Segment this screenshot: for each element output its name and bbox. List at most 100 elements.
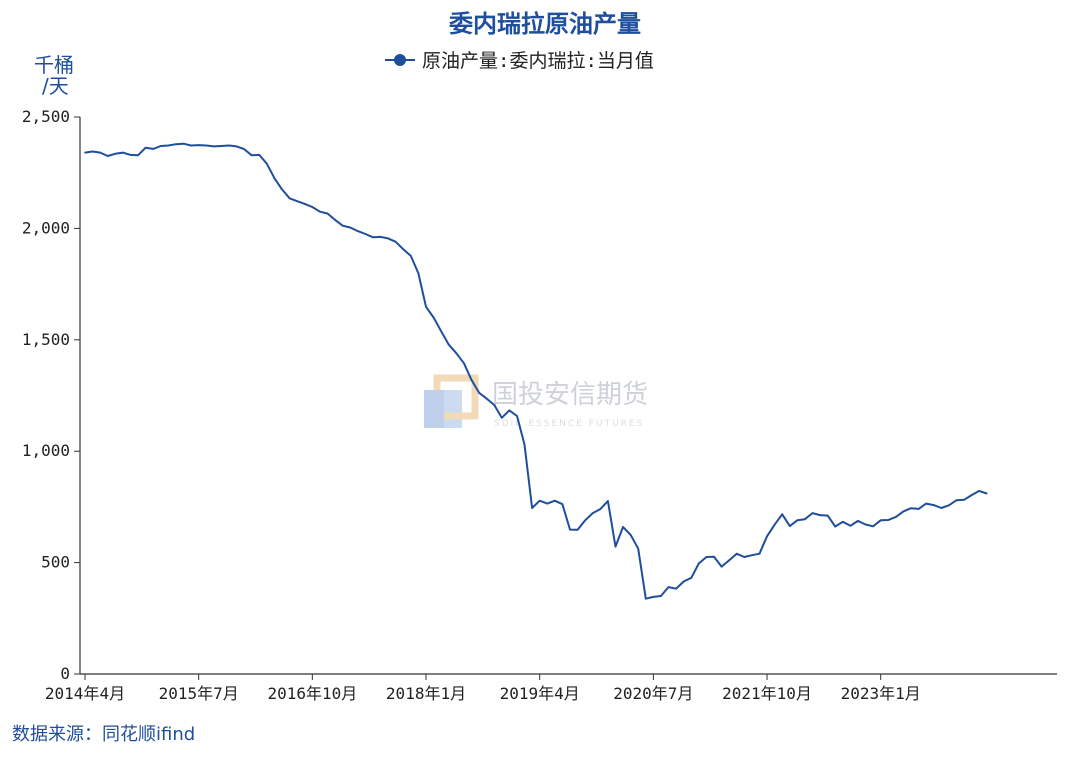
data-point: [213, 145, 215, 148]
x-tick-label: 2021年10月: [722, 684, 812, 703]
data-point: [334, 219, 336, 221]
data-point: [887, 519, 890, 521]
data-point: [622, 526, 624, 528]
series-line-crude-production: [84, 142, 988, 600]
data-point: [296, 200, 299, 202]
y-tick-label: 1,500: [22, 330, 70, 349]
data-point: [554, 499, 556, 502]
watermark: 国投安信期货 SDIC ESSENCE FUTURES: [424, 374, 648, 429]
data-point: [129, 154, 132, 156]
data-point: [796, 519, 799, 522]
data-point: [917, 508, 920, 510]
data-point: [501, 417, 503, 419]
y-tick-label: 500: [41, 553, 70, 572]
data-point: [690, 577, 693, 579]
data-point: [948, 504, 950, 507]
x-tick-label: 2019年4月: [500, 684, 580, 703]
watermark-logo-icon: [424, 374, 479, 428]
data-point: [675, 587, 677, 590]
data-point: [258, 154, 261, 156]
data-point: [933, 504, 935, 506]
data-point: [379, 236, 382, 238]
data-point: [879, 519, 882, 522]
data-point: [842, 521, 844, 523]
data-point: [152, 148, 154, 150]
data-point: [713, 556, 715, 558]
data-point: [546, 502, 549, 505]
y-tick-label: 2,500: [22, 107, 70, 126]
x-tick-label: 2020年7月: [613, 684, 693, 703]
data-point: [591, 512, 594, 514]
data-point: [463, 362, 465, 365]
data-point: [895, 516, 897, 518]
data-point: [705, 556, 708, 558]
data-point: [819, 514, 821, 516]
data-point: [826, 514, 829, 517]
watermark-subtext: SDIC ESSENCE FUTURES: [494, 419, 644, 429]
data-point: [970, 494, 973, 496]
data-point: [364, 233, 367, 235]
data-point: [538, 499, 541, 502]
data-point: [872, 525, 874, 528]
y-tick-label: 1,000: [22, 441, 70, 460]
data-point: [304, 203, 306, 205]
data-point: [811, 512, 814, 514]
data-point: [91, 150, 94, 153]
data-point: [758, 552, 761, 555]
legend-dot-marker: [394, 54, 406, 66]
data-point: [122, 151, 124, 154]
data-point: [804, 518, 806, 520]
data-point: [273, 177, 276, 180]
data-point: [243, 148, 245, 150]
data-point: [902, 510, 905, 513]
data-point: [190, 144, 192, 147]
data-point: [114, 153, 117, 155]
data-point: [448, 343, 450, 346]
data-point: [925, 502, 927, 505]
data-point: [485, 397, 488, 400]
data-point: [175, 143, 177, 145]
y-axis-ticks: 0 500 1,000 1,500 2,000 2,500: [22, 107, 80, 683]
data-point: [955, 499, 958, 502]
x-axis-ticks: 2014年4月 2015年7月 2016年10月 2018年1月 2019年4月 2020…: [45, 674, 921, 703]
chart-title: 委内瑞拉原油产量: [448, 10, 641, 38]
data-point: [432, 316, 435, 319]
data-point: [743, 556, 746, 558]
data-point: [637, 547, 639, 550]
data-point: [834, 525, 836, 528]
data-point: [576, 529, 579, 531]
data-point: [137, 154, 139, 157]
data-point: [523, 443, 526, 446]
data-point: [599, 508, 602, 510]
data-point: [250, 154, 253, 157]
series-points: [84, 142, 988, 600]
data-point: [281, 188, 283, 191]
data-point: [849, 525, 852, 527]
data-point: [349, 226, 352, 229]
data-point: [561, 503, 564, 506]
data-point: [584, 519, 586, 522]
legend: 原油产量:委内瑞拉:当月值: [385, 50, 654, 72]
data-point: [569, 528, 571, 531]
data-point: [660, 595, 662, 597]
data-point: [357, 230, 359, 232]
data-point: [682, 580, 685, 583]
data-point: [789, 525, 791, 527]
data-point: [963, 499, 965, 501]
data-point: [614, 545, 617, 548]
data-point: [235, 145, 238, 148]
data-point: [197, 144, 200, 146]
data-point: [288, 197, 291, 200]
y-axis-unit-line-2: /天: [42, 74, 69, 98]
data-point: [773, 523, 776, 526]
legend-series-label: 原油产量:委内瑞拉:当月值: [422, 50, 654, 72]
data-point: [910, 507, 912, 510]
x-tick-label: 2023年1月: [841, 684, 921, 703]
data-point: [319, 210, 321, 213]
data-point: [266, 163, 268, 165]
data-point: [629, 534, 632, 536]
x-tick-label: 2018年1月: [386, 684, 466, 703]
data-point: [341, 224, 344, 227]
data-point: [531, 507, 533, 509]
